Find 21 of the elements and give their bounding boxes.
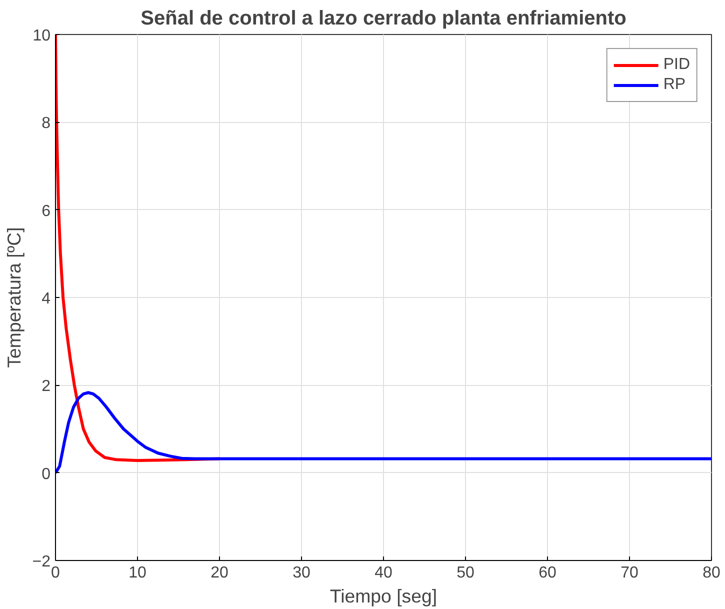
y-tick-label: 6 [42, 202, 51, 220]
y-tick-label: 2 [42, 378, 51, 396]
x-tick-label: 70 [620, 564, 638, 582]
x-tick-label: 20 [210, 564, 228, 582]
x-tick-label: 40 [374, 564, 392, 582]
y-axis-title: Temperatura [ºC] [3, 227, 24, 368]
legend-label: RP [663, 76, 686, 94]
line-series [56, 391, 712, 474]
x-tick-label: 10 [128, 564, 146, 582]
x-tick-label: 80 [702, 564, 720, 582]
y-tick-label: 4 [42, 290, 51, 308]
y-tick-label: 10 [32, 28, 51, 44]
y-tick-label: −2 [32, 554, 51, 570]
x-tick-label: 50 [456, 564, 474, 582]
chart-title: Señal de control a lazo cerrado planta enfriamiento [140, 8, 626, 30]
x-tick-label: 30 [292, 564, 310, 582]
y-tick-label: 8 [42, 115, 51, 132]
y-tick-label: 0 [42, 466, 51, 483]
x-axis-title: Tiempo [seg] [330, 586, 438, 606]
legend-label: PID [663, 56, 690, 74]
x-tick-label: 60 [538, 564, 556, 582]
